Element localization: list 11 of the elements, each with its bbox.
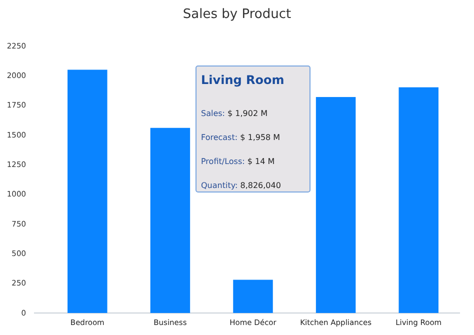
bar: [316, 97, 356, 313]
chart-title: Sales by Product: [182, 7, 292, 22]
annotation: Sales: $ 1,902 M: [201, 109, 268, 118]
annotation: Profit/Loss: $ 14 M: [201, 157, 275, 166]
bar: [398, 87, 438, 313]
annotation: Quantity: 8,826,040: [201, 181, 281, 190]
bar: [233, 280, 273, 313]
annotation: Living Room: [201, 73, 284, 87]
bar: [150, 128, 190, 313]
annotation: Forecast: $ 1,958 M: [201, 133, 280, 142]
bar: [68, 70, 108, 313]
